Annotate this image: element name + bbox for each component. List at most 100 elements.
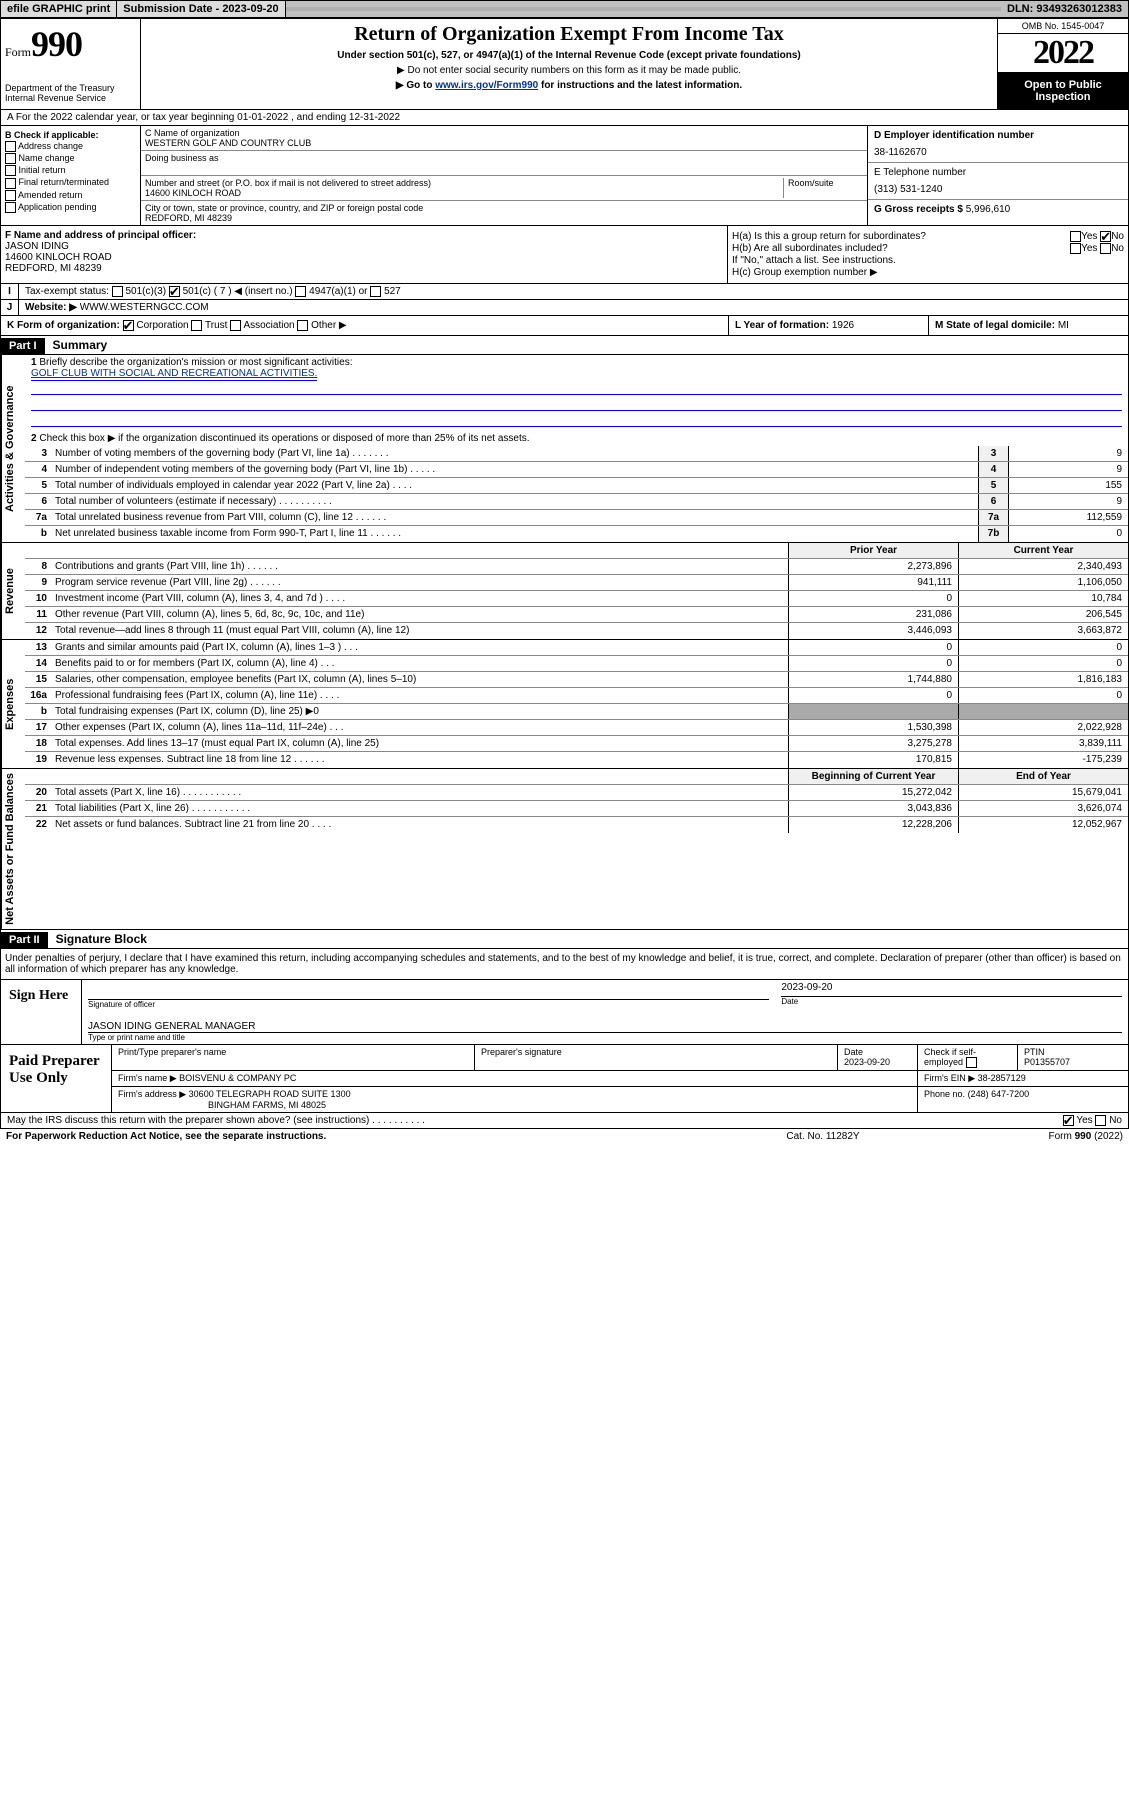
year-formation: 1926 bbox=[832, 320, 854, 331]
room-label: Room/suite bbox=[783, 178, 863, 198]
sig-name-label: Type or print name and title bbox=[88, 1033, 1122, 1042]
ha-no[interactable] bbox=[1100, 231, 1111, 242]
cb-4947[interactable] bbox=[295, 286, 306, 297]
sig-officer-label: Signature of officer bbox=[88, 1000, 769, 1009]
col-b: B Check if applicable: Address change Na… bbox=[1, 126, 141, 225]
gross: 5,996,610 bbox=[966, 204, 1011, 215]
tax-status-label: Tax-exempt status: bbox=[25, 286, 109, 297]
ein: 38-1162670 bbox=[874, 147, 1122, 158]
summary-line: 5Total number of individuals employed in… bbox=[25, 478, 1128, 494]
col-b-title: B Check if applicable: bbox=[5, 130, 136, 140]
year-formation-label: L Year of formation: bbox=[735, 320, 829, 331]
summary-line: 7aTotal unrelated business revenue from … bbox=[25, 510, 1128, 526]
tel: (313) 531-1240 bbox=[874, 184, 1122, 195]
row-klm: K Form of organization: Corporation Trus… bbox=[0, 316, 1129, 336]
sig-date-label: Date bbox=[781, 997, 1122, 1006]
q1: Briefly describe the organization's miss… bbox=[39, 357, 352, 368]
open-inspection: Open to Public Inspection bbox=[998, 73, 1128, 109]
colb-item[interactable]: Name change bbox=[5, 153, 136, 164]
domicile: MI bbox=[1058, 320, 1069, 331]
hb-note: If "No," attach a list. See instructions… bbox=[732, 255, 1124, 266]
officer-label: F Name and address of principal officer: bbox=[5, 230, 196, 241]
cb-trust[interactable] bbox=[191, 320, 202, 331]
cb-assoc[interactable] bbox=[230, 320, 241, 331]
efile-print-button[interactable]: efile GRAPHIC print bbox=[1, 1, 117, 17]
domicile-label: M State of legal domicile: bbox=[935, 320, 1055, 331]
summary-line: 22Net assets or fund balances. Subtract … bbox=[25, 817, 1128, 833]
irs-link[interactable]: www.irs.gov/Form990 bbox=[435, 80, 538, 91]
hb-label: H(b) Are all subordinates included? bbox=[732, 243, 888, 254]
footer: For Paperwork Reduction Act Notice, see … bbox=[0, 1129, 1129, 1144]
colb-item[interactable]: Final return/terminated bbox=[5, 177, 136, 188]
prep-selfemp: Check if self-employed bbox=[918, 1045, 1018, 1070]
vtab-governance: Activities & Governance bbox=[1, 355, 25, 542]
summary-line: 11Other revenue (Part VIII, column (A), … bbox=[25, 607, 1128, 623]
part2-header: Part IISignature Block bbox=[0, 930, 1129, 949]
part1-header: Part ISummary bbox=[0, 336, 1129, 355]
cb-selfemp[interactable] bbox=[966, 1057, 977, 1068]
q2: Check this box ▶ if the organization dis… bbox=[39, 433, 529, 444]
cb-501c3[interactable] bbox=[112, 286, 123, 297]
addr: 14600 KINLOCH ROAD bbox=[145, 188, 783, 198]
discuss-yes[interactable] bbox=[1063, 1115, 1074, 1126]
form-label: Form bbox=[5, 45, 31, 59]
summary-line: 10Investment income (Part VIII, column (… bbox=[25, 591, 1128, 607]
colb-item[interactable]: Amended return bbox=[5, 190, 136, 201]
name-label: C Name of organization bbox=[145, 128, 863, 138]
section-f-h: F Name and address of principal officer:… bbox=[0, 226, 1129, 284]
form-header: Form990 Department of the Treasury Inter… bbox=[0, 18, 1129, 110]
colb-item[interactable]: Application pending bbox=[5, 202, 136, 213]
hc-label: H(c) Group exemption number ▶ bbox=[732, 267, 1124, 278]
cb-527[interactable] bbox=[370, 286, 381, 297]
form-org-label: K Form of organization: bbox=[7, 320, 120, 331]
vtab-net: Net Assets or Fund Balances bbox=[1, 769, 25, 929]
summary-line: 17Other expenses (Part IX, column (A), l… bbox=[25, 720, 1128, 736]
prep-date: 2023-09-20 bbox=[844, 1057, 890, 1067]
dln: DLN: 93493263012383 bbox=[1001, 1, 1128, 17]
form-subtitle: Under section 501(c), 527, or 4947(a)(1)… bbox=[145, 50, 993, 61]
summary-line: 21Total liabilities (Part X, line 26) . … bbox=[25, 801, 1128, 817]
summary-line: bTotal fundraising expenses (Part IX, co… bbox=[25, 704, 1128, 720]
discuss-no[interactable] bbox=[1095, 1115, 1106, 1126]
vtab-revenue: Revenue bbox=[1, 543, 25, 639]
city-label: City or town, state or province, country… bbox=[145, 203, 863, 213]
colb-item[interactable]: Initial return bbox=[5, 165, 136, 176]
hdr-begin: Beginning of Current Year bbox=[788, 769, 958, 784]
firm-ein: 38-2857129 bbox=[978, 1073, 1026, 1083]
website: WWW.WESTERNGCC.COM bbox=[80, 302, 209, 313]
summary-line: 9Program service revenue (Part VIII, lin… bbox=[25, 575, 1128, 591]
footer-notice: For Paperwork Reduction Act Notice, see … bbox=[6, 1131, 723, 1142]
cb-other[interactable] bbox=[297, 320, 308, 331]
ha-label: H(a) Is this a group return for subordin… bbox=[732, 231, 926, 242]
hdr-prior: Prior Year bbox=[788, 543, 958, 558]
officer-addr2: REDFORD, MI 48239 bbox=[5, 263, 723, 274]
col-c: C Name of organization WESTERN GOLF AND … bbox=[141, 126, 868, 225]
form-note2: ▶ Go to www.irs.gov/Form990 for instruct… bbox=[145, 80, 993, 91]
officer-addr1: 14600 KINLOCH ROAD bbox=[5, 252, 723, 263]
row-j: J Website: ▶ WWW.WESTERNGCC.COM bbox=[0, 300, 1129, 316]
gross-label: G Gross receipts $ bbox=[874, 204, 963, 215]
hb-yes[interactable] bbox=[1070, 243, 1081, 254]
omb-number: OMB No. 1545-0047 bbox=[998, 19, 1128, 34]
prep-name-label: Print/Type preparer's name bbox=[112, 1045, 475, 1070]
paid-preparer: Paid Preparer Use Only Print/Type prepar… bbox=[0, 1045, 1129, 1113]
ptin: P01355707 bbox=[1024, 1057, 1070, 1067]
form-title: Return of Organization Exempt From Incom… bbox=[145, 23, 993, 46]
cb-corp[interactable] bbox=[123, 320, 134, 331]
website-label: Website: ▶ bbox=[25, 302, 77, 313]
top-bar: efile GRAPHIC print Submission Date - 20… bbox=[0, 0, 1129, 18]
footer-cat: Cat. No. 11282Y bbox=[723, 1131, 923, 1142]
ha-yes[interactable] bbox=[1070, 231, 1081, 242]
firm-name: BOISVENU & COMPANY PC bbox=[179, 1073, 296, 1083]
ein-label: D Employer identification number bbox=[874, 130, 1122, 141]
firm-addr2: BINGHAM FARMS, MI 48025 bbox=[208, 1100, 326, 1110]
summary-line: bNet unrelated business taxable income f… bbox=[25, 526, 1128, 542]
colb-item[interactable]: Address change bbox=[5, 141, 136, 152]
cb-501c[interactable] bbox=[169, 286, 180, 297]
hb-no[interactable] bbox=[1100, 243, 1111, 254]
org-name: WESTERN GOLF AND COUNTRY CLUB bbox=[145, 138, 863, 148]
sig-name: JASON IDING GENERAL MANAGER bbox=[88, 1013, 1122, 1033]
tel-label: E Telephone number bbox=[874, 167, 1122, 178]
summary-line: 14Benefits paid to or for members (Part … bbox=[25, 656, 1128, 672]
form-note1: ▶ Do not enter social security numbers o… bbox=[145, 65, 993, 76]
